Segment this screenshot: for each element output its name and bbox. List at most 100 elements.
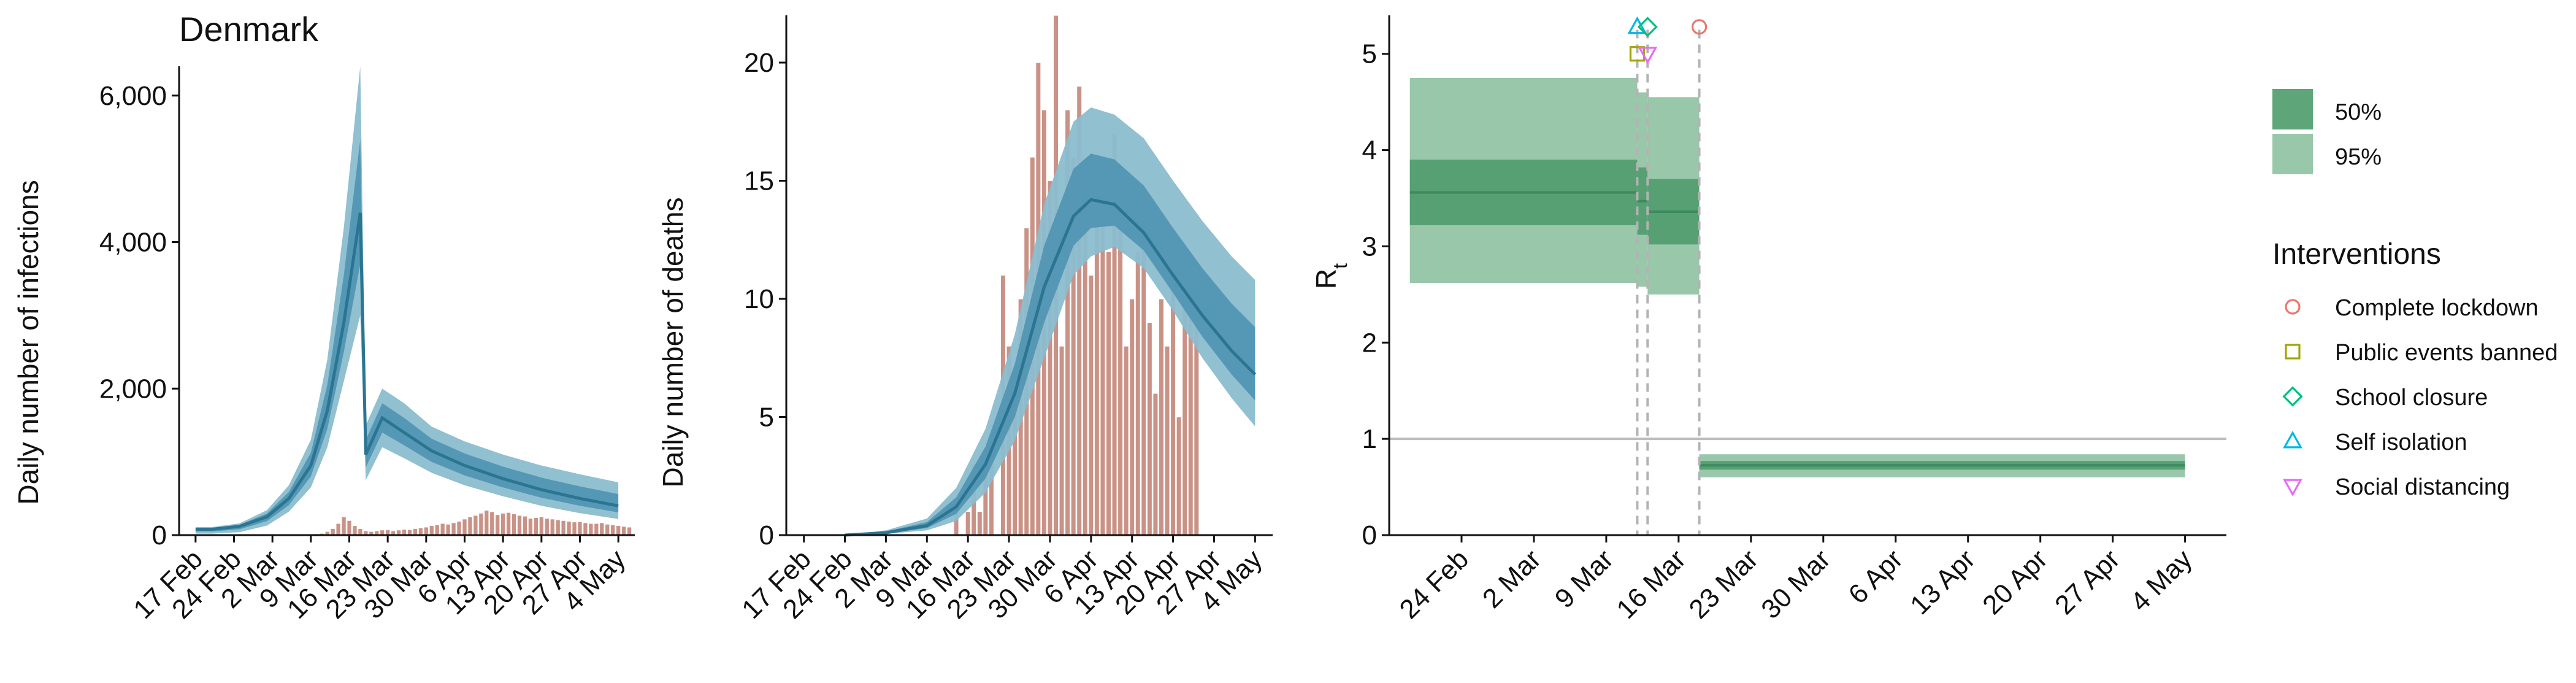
bar [1082, 227, 1088, 536]
bar [522, 515, 528, 536]
bar [494, 514, 500, 536]
bar [456, 520, 462, 536]
bar [500, 512, 506, 536]
y-tick-label: 5 [759, 403, 774, 433]
legend-self-isolation-icon [2283, 430, 2302, 449]
bar [539, 516, 545, 536]
bar [588, 523, 594, 536]
y-tick-label: 20 [744, 48, 774, 78]
y-axis-label-rt: Rt [1310, 263, 1351, 289]
bar [626, 527, 632, 536]
bar [489, 511, 495, 536]
y-tick-label: 2 [1362, 328, 1377, 358]
bar [1176, 416, 1182, 536]
bar [429, 525, 435, 536]
x-tick-label: 23 Mar [1683, 544, 1763, 624]
x-tick-label: 9 Mar [1549, 544, 1619, 614]
x-tick-label: 2 Mar [1477, 544, 1547, 614]
bar [1164, 345, 1170, 536]
death-model-bands [845, 107, 1257, 537]
marker-school-closure [1637, 17, 1658, 37]
legend-label-social-distancing: Social distancing [2335, 474, 2510, 500]
bar [1105, 251, 1112, 536]
legend-swatch-50 [2272, 89, 2313, 129]
bar [1146, 322, 1153, 536]
panel-title: Denmark [179, 10, 319, 48]
bar [1158, 298, 1165, 536]
bar [1129, 298, 1135, 536]
bar [555, 519, 561, 536]
bar [572, 521, 577, 536]
intervention-markers [1627, 16, 1708, 64]
bar [462, 519, 467, 536]
x-tick-label: 24 Feb [1394, 544, 1475, 625]
bar [1170, 274, 1176, 536]
legend-title-interventions: Interventions [2272, 238, 2441, 271]
bar [610, 524, 616, 536]
case-bars [264, 509, 632, 536]
infections-mean-line [195, 212, 619, 531]
legend-label-public-events-banned: Public events banned [2335, 340, 2558, 366]
y-tick-label: 10 [744, 284, 774, 314]
y-tick-label: 6,000 [99, 81, 167, 111]
bar [583, 522, 588, 536]
bar [467, 516, 473, 536]
infections-50-band [195, 139, 619, 531]
bar [516, 515, 523, 536]
bar [1194, 322, 1200, 536]
x-tick-label: 6 Apr [1843, 544, 1909, 609]
infections-95-band [195, 66, 619, 534]
bar [335, 523, 341, 536]
bar [561, 520, 566, 536]
deaths-mean-line [845, 198, 1257, 537]
deaths-50-band [845, 153, 1255, 535]
legend-interventions [2282, 299, 2303, 497]
x-tick-label: 16 Mar [1611, 544, 1691, 624]
y-tick-label: 0 [1362, 520, 1377, 550]
bar [1181, 298, 1188, 536]
bar [483, 509, 489, 536]
y-axis-label-deaths: Daily number of deaths [657, 197, 689, 487]
bar [445, 523, 451, 536]
bar [1123, 345, 1129, 536]
bar [451, 522, 456, 536]
bar [1059, 345, 1065, 536]
legend-label-complete-lockdown: Complete lockdown [2335, 295, 2539, 321]
x-tick-label: 13 Apr [1904, 544, 1981, 620]
bar [418, 527, 424, 536]
y-tick-label: 4 [1362, 136, 1377, 166]
y-tick-label: 3 [1362, 231, 1377, 261]
y-tick-label: 5 [1362, 39, 1377, 69]
bar [566, 520, 572, 536]
bar [577, 521, 583, 536]
bar [550, 519, 556, 536]
bar [965, 511, 971, 536]
bar [527, 517, 534, 536]
bar [505, 512, 512, 536]
marker-complete-lockdown [1691, 19, 1708, 35]
y-tick-label: 15 [744, 166, 774, 196]
legend-label-self-isolation: Self isolation [2335, 430, 2467, 455]
bar [473, 515, 478, 536]
bar [358, 528, 363, 536]
legend-label-50: 50% [2335, 99, 2382, 125]
bar [1152, 393, 1159, 536]
rt-bands [1409, 77, 2185, 477]
legend-social-distancing-icon [2283, 479, 2302, 497]
bar [544, 517, 550, 536]
bar [593, 523, 599, 536]
bar [352, 525, 358, 536]
y-tick-label: 1 [1362, 424, 1377, 454]
bar [511, 513, 517, 536]
panel-infections: Denmark Daily number of infections 0 2,00… [12, 10, 635, 625]
bar [604, 523, 610, 536]
x-tick-label: 20 Apr [1977, 544, 2053, 620]
marker-social-distancing [1638, 47, 1658, 64]
bar [621, 526, 627, 536]
legend-swatch-95 [2272, 134, 2313, 174]
bar [599, 522, 605, 536]
